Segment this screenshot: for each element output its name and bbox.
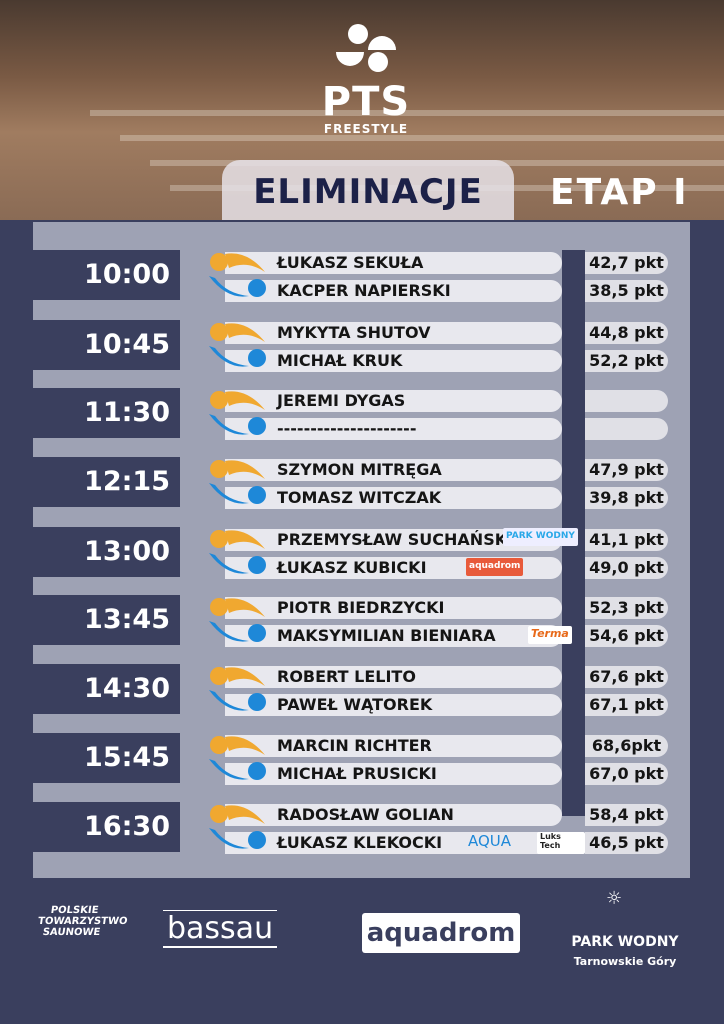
- pts-swirl-icon: [209, 667, 266, 711]
- match-time: 13:00: [33, 527, 180, 577]
- score-1: 68,6pkt: [585, 735, 668, 757]
- park-wodny-sun-icon: ☼: [606, 888, 623, 909]
- footer-pts-logo: POLSKIE TOWARZYSTWO SAUNOWE: [37, 905, 129, 938]
- pts-swirl-icon: [209, 253, 266, 297]
- score-1: 47,9 pkt: [585, 459, 668, 481]
- brand-sub: FREESTYLE: [323, 122, 409, 136]
- sponsor-aqua: AQUA: [468, 832, 512, 850]
- pts-swirl-icon: [209, 805, 266, 849]
- score-2: 67,0 pkt: [585, 763, 668, 785]
- pts-swirl-icon: [209, 323, 266, 367]
- competitor-2: PAWEŁ WĄTOREK: [225, 694, 562, 716]
- score-1: 67,6 pkt: [585, 666, 668, 688]
- competitor-1: JEREMI DYGAS: [225, 390, 562, 412]
- match-time: 13:45: [33, 595, 180, 645]
- pts-logo-mark-icon: [334, 22, 398, 82]
- match-time: 10:00: [33, 250, 180, 300]
- footer-park-sub: Tarnowskie Góry: [573, 955, 677, 968]
- score-2: 49,0 pkt: [585, 557, 668, 579]
- competitor-2: MICHAŁ KRUK: [225, 350, 562, 372]
- competitor-1: ŁUKASZ SEKUŁA: [225, 252, 562, 274]
- score-2: [585, 418, 668, 440]
- score-1: 41,1 pkt: [585, 529, 668, 551]
- competitor-1: SZYMON MITRĘGA: [225, 459, 562, 481]
- pts-swirl-icon: [209, 530, 266, 574]
- competitor-2: TOMASZ WITCZAK: [225, 487, 562, 509]
- match-time: 15:45: [33, 733, 180, 783]
- stage-label: ETAP I: [550, 172, 689, 213]
- pts-swirl-icon: [209, 736, 266, 780]
- competitor-2: MICHAŁ PRUSICKI: [225, 763, 562, 785]
- competitor-2: MAKSYMILIAN BIENIARA: [225, 625, 562, 647]
- competitor-1: RADOSŁAW GOLIAN: [225, 804, 562, 826]
- sponsor-terma-bania: Terma: [528, 626, 572, 644]
- footer-aquadrom-logo: aquadrom: [362, 913, 520, 953]
- sponsor-park-wodny: PARK WODNY: [503, 528, 578, 546]
- sponsor-lukstech: Luks Tech: [537, 832, 585, 854]
- brand: PTS: [321, 79, 411, 125]
- pts-swirl-icon: [209, 598, 266, 642]
- pts-swirl-icon: [209, 391, 266, 435]
- score-2: 38,5 pkt: [585, 280, 668, 302]
- score-2: 46,5 pkt: [585, 832, 668, 854]
- pts-logo: PTS FREESTYLE: [318, 22, 414, 136]
- score-2: 67,1 pkt: [585, 694, 668, 716]
- competitor-1: PIOTR BIEDRZYCKI: [225, 597, 562, 619]
- match-time: 11:30: [33, 388, 180, 438]
- score-1: 58,4 pkt: [585, 804, 668, 826]
- competitor-1: MARCIN RICHTER: [225, 735, 562, 757]
- footer-park-logo: PARK WODNY: [571, 934, 679, 950]
- competitor-1: ROBERT LELITO: [225, 666, 562, 688]
- match-time: 12:15: [33, 457, 180, 507]
- competitor-1: MYKYTA SHUTOV: [225, 322, 562, 344]
- competitor-2: ŁUKASZ KLEKOCKI: [225, 832, 562, 854]
- sponsor-aquadrom: aquadrom: [466, 558, 524, 576]
- match-time: 14:30: [33, 664, 180, 714]
- score-1: 52,3 pkt: [585, 597, 668, 619]
- footer-bassau-logo: bassau: [163, 910, 278, 948]
- score-1: [585, 390, 668, 412]
- page-title: ELIMINACJE: [222, 160, 514, 220]
- competitor-1: PRZEMYSŁAW SUCHAŃSKI: [225, 529, 562, 551]
- match-time: 10:45: [33, 320, 180, 370]
- pts-swirl-icon: [209, 460, 266, 504]
- match-time: 16:30: [33, 802, 180, 852]
- score-1: 44,8 pkt: [585, 322, 668, 344]
- competitor-2: KACPER NAPIERSKI: [225, 280, 562, 302]
- competitor-2: ---------------------: [225, 418, 562, 440]
- score-2: 39,8 pkt: [585, 487, 668, 509]
- score-2: 54,6 pkt: [585, 625, 668, 647]
- score-2: 52,2 pkt: [585, 350, 668, 372]
- score-1: 42,7 pkt: [585, 252, 668, 274]
